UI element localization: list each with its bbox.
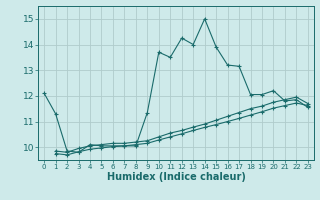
X-axis label: Humidex (Indice chaleur): Humidex (Indice chaleur): [107, 172, 245, 182]
